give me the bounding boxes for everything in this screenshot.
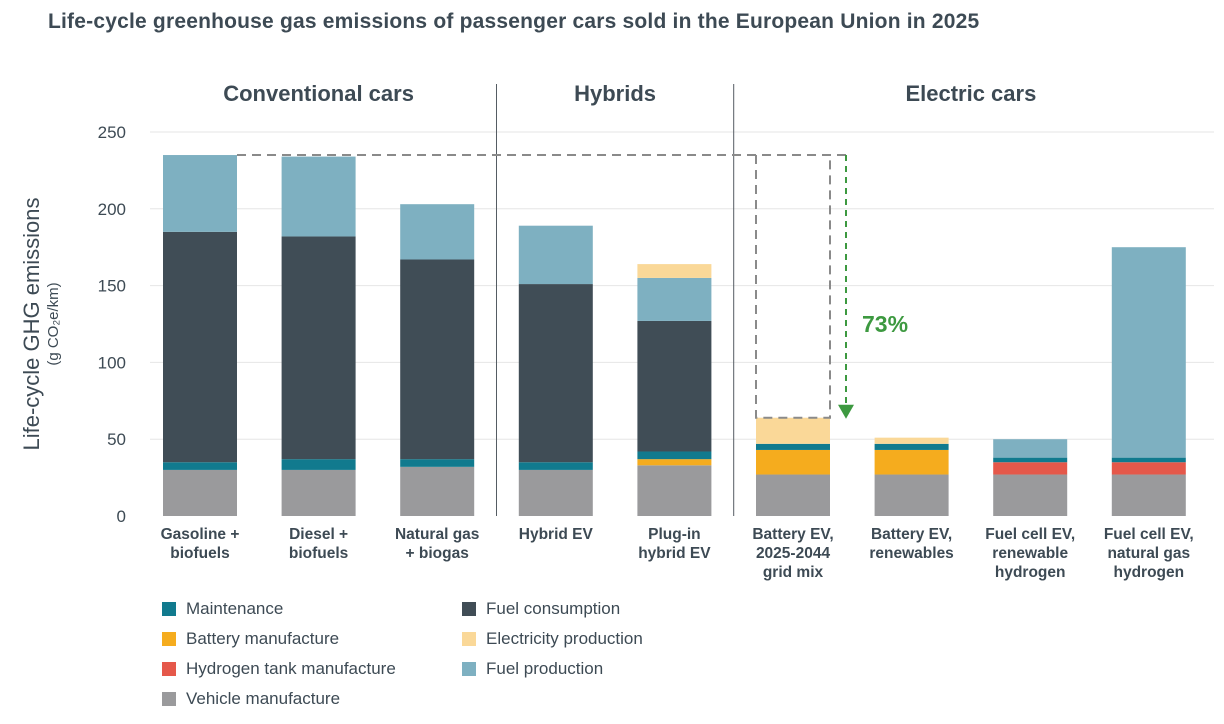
bar-segment [281,156,356,237]
bar-segment [993,439,1068,458]
bar-segment [518,284,593,463]
x-tick-label: Fuel cell EV, renewable hydrogen [985,526,1075,581]
legend-swatch [162,632,176,646]
bar-segment [756,443,830,450]
y-tick-label: 200 [98,200,126,219]
bar-segment [518,462,593,470]
group-header: Hybrids [574,81,656,106]
legend-label: Fuel consumption [486,599,621,618]
bar-segment [281,236,356,460]
y-tick-label: 150 [98,277,126,296]
bar-segment [163,462,237,470]
bar-segment [1111,457,1186,463]
legend-item: Fuel production [462,658,603,680]
bar-segment [993,474,1068,516]
group-header: Electric cars [905,81,1036,106]
legend-label: Fuel production [486,659,604,678]
legend-label: Hydrogen tank manufacture [186,659,396,678]
bar-segment [400,259,475,460]
legend-label: Electricity production [486,629,643,648]
bar-segment [756,474,830,516]
legend-item: Battery manufacture [162,628,339,650]
bar-segment [400,204,475,260]
bar-segment [518,225,593,285]
y-tick-label: 250 [98,123,126,142]
legend-item: Hydrogen tank manufacture [162,658,396,680]
legend-label: Maintenance [186,599,284,618]
legend-item: Maintenance [162,598,283,620]
bar-segment [756,417,830,444]
bar-segment [163,155,237,232]
legend-label: Vehicle manufacture [186,689,341,708]
x-tick-label: Fuel cell EV, natural gas hydrogen [1104,526,1194,581]
bar-segment [637,320,712,452]
x-tick-label: Natural gas + biogas [395,526,479,562]
x-tick-label: Diesel + biofuels [289,526,348,562]
legend-item: Fuel consumption [462,598,620,620]
legend-label: Battery manufacture [186,629,340,648]
bar-segment [1111,247,1186,458]
legend-swatch [162,602,176,616]
legend: Maintenance Fuel consumption Battery manuf… [162,598,722,722]
y-axis-units: (g CO₂e/km) [45,282,62,365]
bar-segment [637,264,712,278]
bar-segment [756,449,830,475]
bar-segment [874,443,949,450]
y-tick-label: 100 [98,353,126,372]
bar-segment [281,469,356,516]
bar-segment [163,469,237,516]
bar-segment [874,449,949,475]
y-tick-label: 0 [117,507,126,526]
bar-segment [637,459,712,466]
legend-item: Vehicle manufacture [162,688,340,710]
group-header: Conventional cars [223,81,414,106]
x-tick-label: Battery EV, 2025-2044 grid mix [752,526,833,581]
y-tick-label: 50 [107,430,126,449]
y-axis-title: Life-cycle GHG emissions [19,197,44,450]
chart-title: Life-cycle greenhouse gas emissions of p… [48,10,980,33]
bar-segment [874,437,949,444]
bar-segment [1111,462,1186,475]
bar-segment [874,474,949,516]
bar-segment [993,462,1068,475]
legend-item: Electricity production [462,628,643,650]
reference-box [755,155,831,419]
bar-segment [637,465,712,516]
bar-segment [400,459,475,467]
legend-swatch [162,692,176,706]
legend-swatch [162,662,176,676]
reduction-arrow-head [838,404,854,419]
bar-segment [163,231,237,463]
legend-swatch [462,662,476,676]
x-tick-label: Hybrid EV [519,526,594,543]
bar-segment [281,459,356,470]
bar-segment [637,277,712,321]
reduction-label: 73% [862,311,908,337]
x-tick-label: Gasoline + biofuels [161,526,240,562]
legend-swatch [462,602,476,616]
bar-segment [637,451,712,460]
bar-segment [400,466,475,516]
x-tick-label: Plug-in hybrid EV [638,526,711,562]
bar-segment [993,457,1068,463]
bar-segment [1111,474,1186,516]
bar-segment [518,469,593,516]
x-tick-label: Battery EV, renewables [869,526,953,562]
legend-swatch [462,632,476,646]
